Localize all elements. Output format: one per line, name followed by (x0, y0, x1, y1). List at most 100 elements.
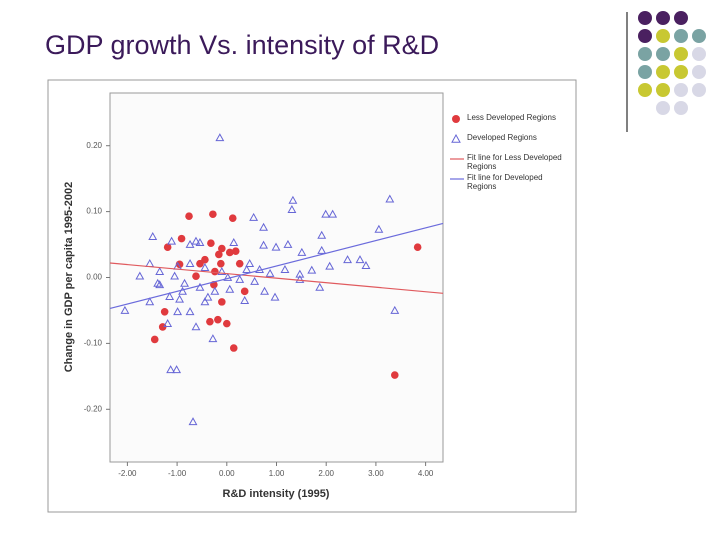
point (192, 272, 200, 280)
point (390, 305, 400, 314)
point (222, 319, 231, 328)
point (170, 271, 180, 280)
point (185, 212, 193, 221)
point (155, 280, 165, 289)
point (120, 305, 130, 314)
point (259, 222, 269, 231)
point (235, 274, 245, 283)
y-axis-label: Change in GDP per capita 1995-2002 (63, 182, 75, 373)
point (385, 194, 395, 203)
point (160, 307, 169, 316)
point (180, 278, 190, 287)
point (245, 259, 255, 268)
point (295, 274, 305, 283)
x-tick-label: 0.00 (219, 469, 235, 478)
x-axis-label: R&D intensity (1995) (223, 488, 330, 500)
point (250, 276, 260, 285)
point (271, 242, 281, 251)
x-tick-label: 3.00 (368, 469, 384, 478)
point (240, 295, 250, 304)
point (210, 286, 220, 295)
legend-item: Less Developed Regions (450, 113, 565, 133)
point (317, 245, 327, 254)
point (185, 259, 195, 268)
y-tick-label: -0.10 (84, 339, 103, 348)
point (145, 297, 155, 306)
legend-marker (451, 134, 461, 143)
point (165, 291, 175, 300)
point (287, 205, 297, 214)
point (225, 248, 234, 257)
point (223, 272, 233, 281)
y-tick-label: 0.10 (86, 207, 102, 216)
point (229, 237, 239, 246)
y-tick-label: 0.20 (86, 141, 102, 150)
legend-marker (452, 115, 460, 123)
point (260, 286, 270, 295)
point (173, 307, 183, 316)
point (200, 262, 210, 271)
point (229, 344, 238, 352)
point (203, 292, 213, 301)
point (188, 417, 198, 426)
x-tick-label: 1.00 (269, 469, 285, 478)
point (390, 371, 399, 379)
point (218, 298, 226, 306)
point (175, 294, 185, 303)
point (195, 282, 205, 291)
point (218, 244, 226, 253)
legend-label: Fit line for Developed Regions (467, 173, 543, 191)
point (235, 259, 244, 268)
point (280, 264, 290, 273)
point (307, 265, 317, 274)
legend-label: Developed Regions (467, 133, 537, 142)
point (328, 209, 338, 218)
decoration-dots (638, 11, 706, 115)
legend-item: Fit line for Less Developed Regions (450, 153, 565, 173)
point (191, 322, 201, 331)
fit-line (109, 262, 444, 294)
point (270, 292, 280, 301)
legend-swatch (450, 158, 464, 160)
x-tick-label: 2.00 (318, 469, 334, 478)
legend-swatch (452, 115, 460, 123)
legend-item: Developed Regions (450, 133, 565, 153)
point (325, 261, 335, 270)
point (317, 230, 327, 239)
point (150, 335, 159, 344)
x-tick-label: -1.00 (168, 469, 187, 478)
point (153, 278, 163, 287)
point (163, 318, 173, 328)
point (191, 236, 201, 245)
point (249, 212, 259, 221)
fit-line (109, 222, 444, 310)
point (177, 234, 186, 243)
point (288, 195, 298, 204)
x-tick-label: 4.00 (418, 469, 434, 478)
legend: Less Developed Regions Developed Regions F… (450, 113, 565, 193)
plot-area (109, 92, 444, 463)
point (228, 214, 237, 222)
point (208, 334, 218, 343)
point (297, 247, 307, 256)
legend-item: Fit line for Developed Regions (450, 173, 565, 193)
x-tick-label: -2.00 (118, 469, 137, 478)
point (361, 261, 371, 270)
point (148, 232, 158, 241)
point (259, 240, 269, 249)
point (135, 271, 145, 280)
point (343, 255, 353, 264)
point (201, 255, 209, 264)
point (217, 266, 227, 275)
plot: -0.20 -0.10 0.00 0.10 0.20 -2.00 -1.00 0.00 1.00… (84, 133, 444, 478)
point (200, 297, 210, 306)
point (355, 255, 365, 264)
y-tick-label: 0.00 (86, 273, 102, 282)
point (265, 268, 275, 277)
point (215, 133, 225, 142)
point (283, 239, 293, 248)
point (240, 287, 249, 296)
point (315, 282, 325, 291)
point (163, 243, 172, 251)
